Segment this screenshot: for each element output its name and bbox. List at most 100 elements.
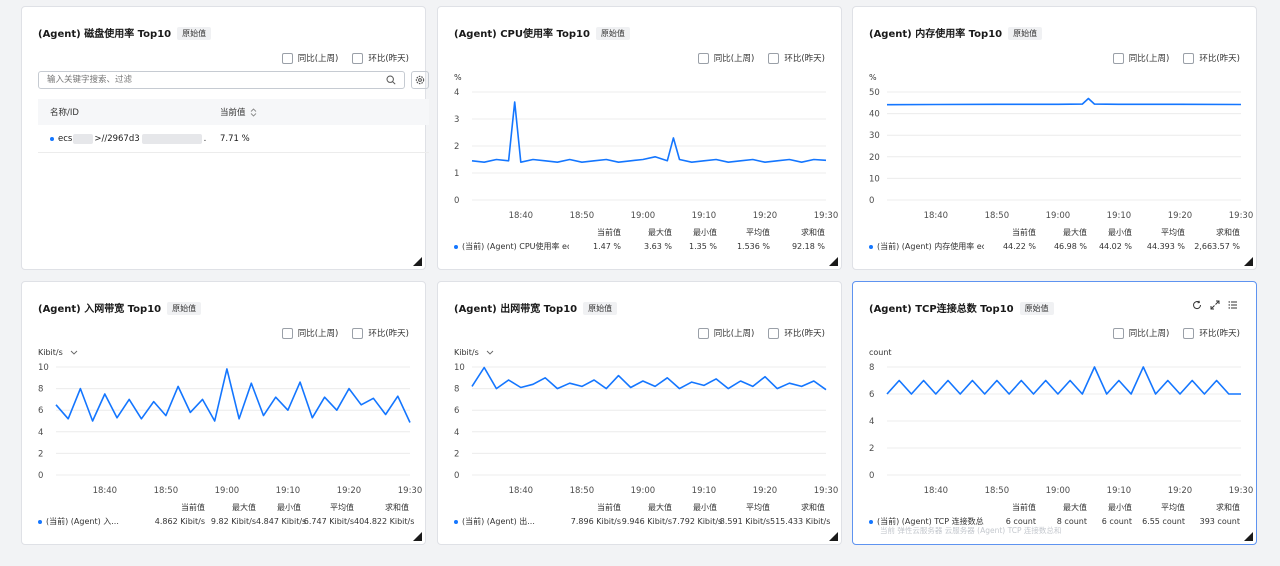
data-point[interactable] bbox=[592, 158, 597, 163]
chevron-down-icon[interactable] bbox=[70, 350, 78, 355]
data-point[interactable] bbox=[579, 384, 584, 389]
data-point[interactable] bbox=[799, 384, 804, 389]
legend-item[interactable]: (当前) (Agent) CPU使用率 ecs-d86b bbox=[454, 241, 569, 252]
data-point[interactable] bbox=[249, 381, 254, 386]
day-compare-checkbox[interactable]: 环比(昨天) bbox=[768, 327, 825, 339]
series-line[interactable] bbox=[886, 366, 1241, 395]
data-point[interactable] bbox=[653, 384, 658, 389]
resize-handle[interactable] bbox=[1244, 532, 1253, 541]
data-point[interactable] bbox=[285, 408, 290, 413]
data-point[interactable] bbox=[531, 382, 536, 387]
data-point[interactable] bbox=[994, 102, 999, 107]
y-axis-unit[interactable]: Kibit/s bbox=[454, 348, 479, 357]
data-point[interactable] bbox=[750, 384, 755, 389]
week-compare-checkbox[interactable]: 同比(上周) bbox=[281, 327, 338, 339]
data-point[interactable] bbox=[701, 158, 706, 163]
data-point[interactable] bbox=[677, 157, 682, 162]
data-point[interactable] bbox=[383, 412, 388, 417]
data-point[interactable] bbox=[567, 381, 572, 386]
data-point[interactable] bbox=[775, 386, 780, 391]
data-point[interactable] bbox=[1104, 392, 1109, 397]
data-point[interactable] bbox=[671, 135, 676, 140]
y-axis-unit[interactable]: Kibit/s bbox=[38, 348, 63, 357]
sort-icon[interactable] bbox=[250, 107, 257, 117]
series-line[interactable] bbox=[471, 101, 827, 163]
data-point[interactable] bbox=[506, 158, 511, 163]
data-point[interactable] bbox=[408, 420, 413, 425]
week-compare-checkbox[interactable]: 同比(上周) bbox=[1112, 327, 1169, 339]
data-point[interactable] bbox=[1177, 392, 1182, 397]
data-point[interactable] bbox=[518, 385, 523, 390]
data-point[interactable] bbox=[494, 386, 499, 391]
data-point[interactable] bbox=[689, 160, 694, 165]
data-point[interactable] bbox=[604, 386, 609, 391]
resize-handle[interactable] bbox=[829, 257, 838, 266]
data-point[interactable] bbox=[1226, 392, 1231, 397]
data-point[interactable] bbox=[701, 383, 706, 388]
data-point[interactable] bbox=[1165, 378, 1170, 383]
data-point[interactable] bbox=[762, 374, 767, 379]
data-point[interactable] bbox=[897, 378, 902, 383]
data-point[interactable] bbox=[726, 386, 731, 391]
data-point[interactable] bbox=[298, 380, 303, 385]
data-point[interactable] bbox=[273, 395, 278, 400]
data-point[interactable] bbox=[543, 375, 548, 380]
data-point[interactable] bbox=[139, 416, 144, 421]
data-point[interactable] bbox=[1019, 378, 1024, 383]
data-point[interactable] bbox=[579, 160, 584, 165]
data-point[interactable] bbox=[982, 392, 987, 397]
data-point[interactable] bbox=[470, 158, 475, 163]
data-point[interactable] bbox=[787, 381, 792, 386]
data-point[interactable] bbox=[787, 157, 792, 162]
settings-button[interactable] bbox=[411, 71, 429, 89]
data-point[interactable] bbox=[689, 380, 694, 385]
data-point[interactable] bbox=[604, 157, 609, 162]
search-input[interactable] bbox=[39, 72, 359, 88]
data-point[interactable] bbox=[1129, 392, 1134, 397]
legend-row[interactable]: (当前) (Agent) TCP 连接数总和 ecs-d86b 6 count 8 … bbox=[869, 516, 1240, 527]
data-point[interactable] bbox=[970, 378, 975, 383]
data-point[interactable] bbox=[151, 399, 156, 404]
data-point[interactable] bbox=[482, 365, 487, 370]
data-point[interactable] bbox=[1153, 392, 1158, 397]
data-point[interactable] bbox=[200, 397, 205, 402]
data-point[interactable] bbox=[163, 413, 168, 418]
search-icon[interactable] bbox=[386, 75, 396, 85]
data-point[interactable] bbox=[54, 402, 59, 407]
data-point[interactable] bbox=[665, 158, 670, 163]
data-point[interactable] bbox=[115, 415, 120, 420]
data-point[interactable] bbox=[212, 419, 217, 424]
data-point[interactable] bbox=[994, 378, 999, 383]
legend-item[interactable]: (当前) (Agent) 出... bbox=[454, 516, 569, 527]
data-point[interactable] bbox=[543, 158, 548, 163]
data-point[interactable] bbox=[1055, 392, 1060, 397]
data-point[interactable] bbox=[775, 158, 780, 163]
day-compare-checkbox[interactable]: 环比(昨天) bbox=[352, 52, 409, 64]
data-point[interactable] bbox=[1092, 102, 1097, 107]
data-point[interactable] bbox=[677, 386, 682, 391]
data-point[interactable] bbox=[1116, 102, 1121, 107]
data-point[interactable] bbox=[653, 154, 658, 159]
data-point[interactable] bbox=[799, 160, 804, 165]
data-point[interactable] bbox=[470, 384, 475, 389]
data-point[interactable] bbox=[371, 396, 376, 401]
legend-item[interactable]: (当前) (Agent) TCP 连接数总和 ecs-d86b bbox=[869, 516, 984, 527]
data-point[interactable] bbox=[1141, 365, 1146, 370]
data-point[interactable] bbox=[1190, 378, 1195, 383]
data-point[interactable] bbox=[518, 160, 523, 165]
data-point[interactable] bbox=[921, 378, 926, 383]
data-point[interactable] bbox=[714, 376, 719, 381]
data-point[interactable] bbox=[616, 373, 621, 378]
data-point[interactable] bbox=[750, 157, 755, 162]
week-compare-checkbox[interactable]: 同比(上周) bbox=[697, 327, 754, 339]
data-point[interactable] bbox=[1214, 378, 1219, 383]
data-point[interactable] bbox=[1031, 392, 1036, 397]
data-point[interactable] bbox=[640, 157, 645, 162]
data-point[interactable] bbox=[592, 377, 597, 382]
data-point[interactable] bbox=[494, 157, 499, 162]
day-compare-checkbox[interactable]: 环比(昨天) bbox=[1183, 52, 1240, 64]
table-row[interactable]: ecs >//2967d3 . 7.71 % bbox=[38, 125, 429, 153]
data-point[interactable] bbox=[310, 415, 315, 420]
data-point[interactable] bbox=[824, 158, 829, 163]
day-compare-checkbox[interactable]: 环比(昨天) bbox=[1183, 327, 1240, 339]
